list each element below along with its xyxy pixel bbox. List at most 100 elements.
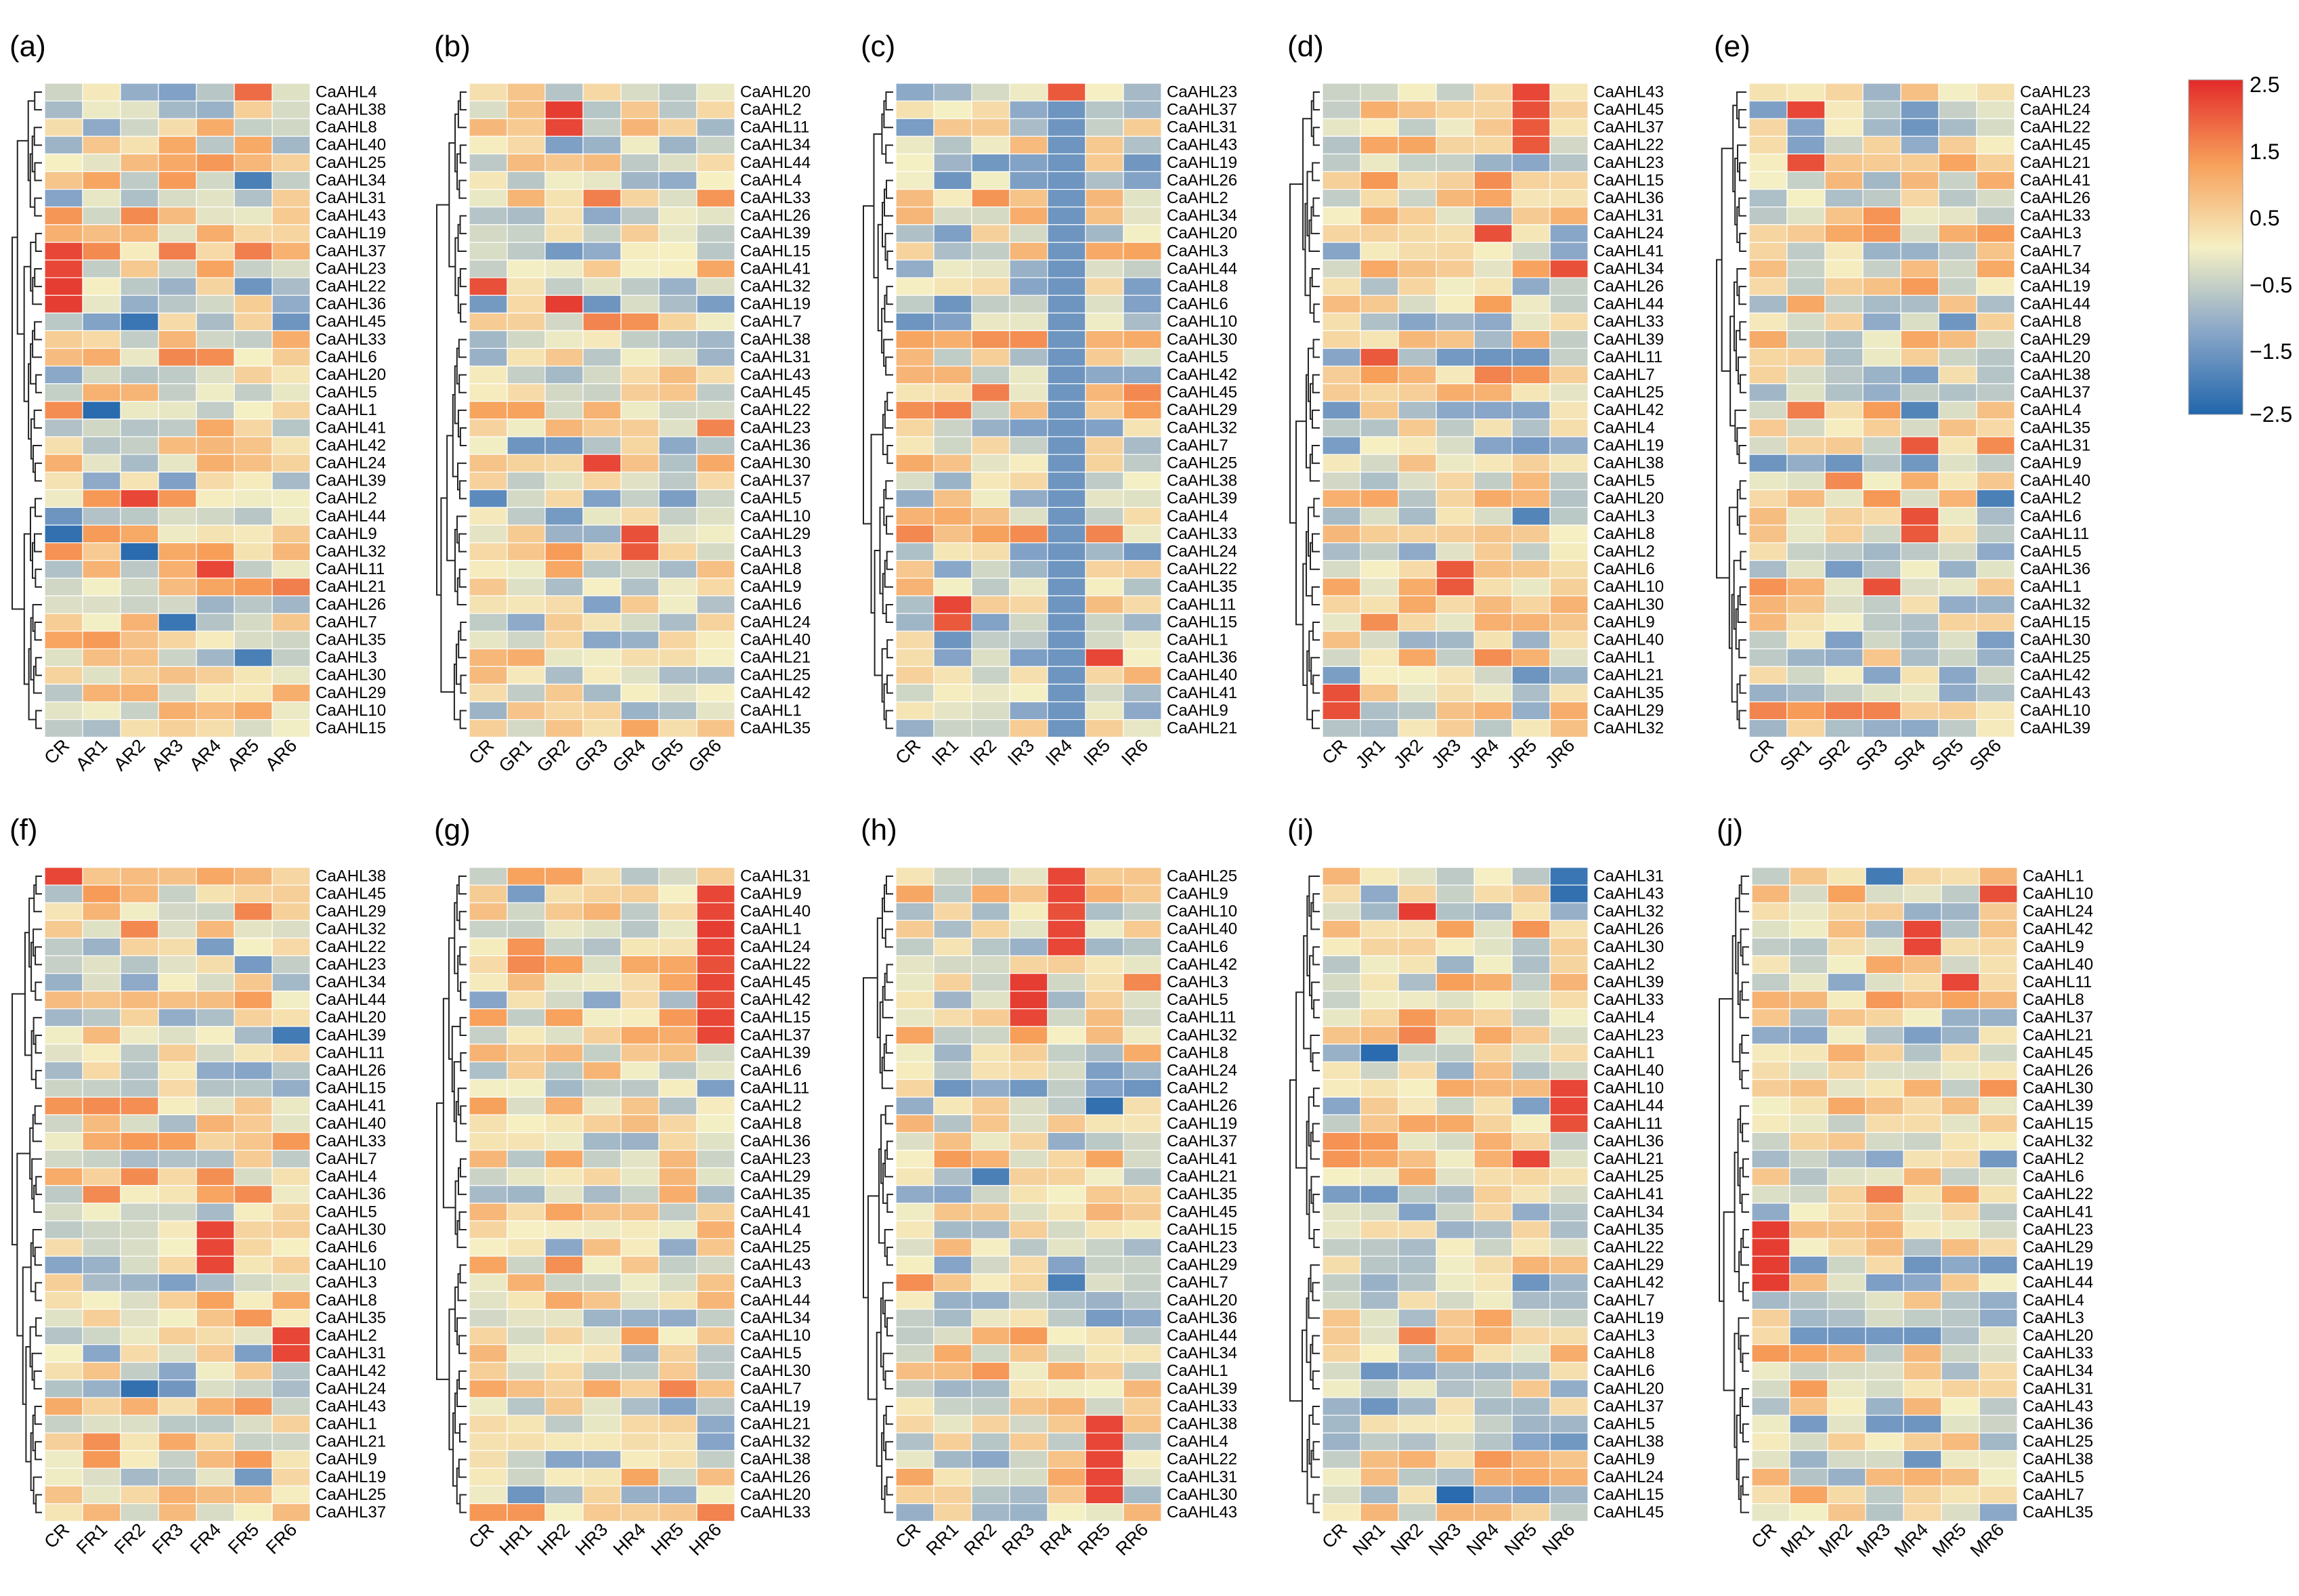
heatmap-cell — [120, 560, 159, 579]
heatmap-cell — [1436, 135, 1475, 155]
row-label: CaAHL20 — [316, 366, 386, 384]
heatmap-cell — [1398, 489, 1437, 508]
heatmap-cell — [44, 295, 83, 314]
heatmap-cell — [696, 613, 735, 632]
heatmap-cell — [1009, 560, 1048, 579]
heatmap-cell — [1123, 937, 1162, 957]
heatmap-cell — [196, 1362, 235, 1381]
column-label: HR3 — [572, 1519, 611, 1559]
heatmap-cell — [1824, 718, 1864, 738]
heatmap-cell — [696, 1308, 735, 1328]
heatmap-cell — [1862, 666, 1901, 685]
heatmap-cell — [1085, 1026, 1124, 1045]
heatmap-cell — [696, 1238, 735, 1257]
row-label: CaAHL20 — [1167, 1291, 1237, 1310]
row-label: CaAHL7 — [316, 613, 377, 631]
heatmap-cell — [1436, 365, 1475, 385]
heatmap-cell — [44, 100, 83, 119]
row-label: CaAHL20 — [2020, 348, 2090, 366]
heatmap-cell — [1938, 471, 1977, 490]
row-label: CaAHL2 — [316, 1327, 377, 1345]
heatmap-cell — [1436, 347, 1475, 367]
heatmap-cell — [507, 1114, 546, 1134]
row-label: CaAHL38 — [740, 330, 811, 349]
heatmap-cell — [582, 1397, 622, 1416]
heatmap-cell — [895, 454, 934, 473]
heatmap-cell — [696, 1291, 735, 1310]
heatmap-cell — [582, 524, 622, 544]
heatmap-cell — [1549, 578, 1589, 597]
heatmap-cell — [620, 1485, 660, 1505]
heatmap-cell — [1322, 524, 1361, 544]
heatmap-cell — [272, 1149, 311, 1169]
heatmap-cell — [44, 224, 83, 243]
row-label: CaAHL6 — [1593, 1362, 1655, 1380]
heatmap-cell — [1903, 1167, 1942, 1186]
heatmap-cell — [120, 506, 159, 526]
heatmap-cell — [1360, 955, 1399, 974]
row-label: CaAHL33 — [1593, 313, 1664, 331]
row-label: CaAHL22 — [1593, 136, 1664, 154]
heatmap-cell — [1827, 991, 1866, 1010]
heatmap-cell — [272, 436, 311, 455]
heatmap-cell — [1824, 578, 1864, 597]
heatmap-cell — [1865, 955, 1904, 974]
heatmap-cell — [933, 207, 972, 225]
heatmap-cell — [933, 189, 972, 208]
heatmap-cell — [44, 1220, 83, 1239]
row-label: CaAHL31 — [2020, 436, 2090, 454]
heatmap-cell — [696, 489, 735, 508]
row-label: CaAHL22 — [1167, 1450, 1237, 1469]
heatmap-cell — [1047, 401, 1086, 420]
heatmap-cell — [234, 1043, 273, 1062]
heatmap-cell — [1398, 683, 1437, 703]
heatmap-cell — [82, 100, 121, 119]
row-label: CaAHL42 — [1167, 366, 1237, 384]
heatmap-cell — [234, 224, 273, 243]
heatmap-cell — [82, 1061, 121, 1080]
heatmap-cell — [82, 937, 121, 957]
heatmap-cell — [1322, 1308, 1361, 1328]
heatmap-cell — [658, 1026, 697, 1045]
heatmap-cell — [582, 207, 622, 225]
heatmap-cell — [1824, 524, 1864, 544]
heatmap-cell — [1751, 1203, 1790, 1222]
heatmap-cell — [582, 1096, 622, 1116]
heatmap-cell — [507, 83, 546, 102]
heatmap-cell — [582, 312, 622, 331]
heatmap-cell — [1862, 630, 1901, 649]
row-label: CaAHL11 — [740, 1079, 809, 1098]
heatmap-cell — [469, 1238, 508, 1257]
heatmap-cell — [1865, 1043, 1904, 1062]
row-label: CaAHL25 — [316, 154, 386, 172]
row-label: CaAHL34 — [2020, 259, 2090, 278]
heatmap-cell — [1511, 207, 1551, 225]
heatmap-cell — [272, 312, 311, 331]
row-label: CaAHL8 — [1167, 1043, 1228, 1062]
heatmap-cell — [44, 955, 83, 974]
heatmap-cell — [44, 171, 83, 190]
heatmap-cell — [1786, 259, 1826, 278]
heatmap-cell — [658, 1043, 697, 1062]
heatmap-cell — [544, 365, 584, 385]
heatmap-cell — [544, 1415, 584, 1433]
heatmap-cell — [933, 578, 972, 597]
heatmap-cell — [658, 489, 697, 508]
row-label: CaAHL43 — [740, 366, 811, 384]
heatmap-cell — [1941, 1026, 1980, 1045]
heatmap-cell — [44, 524, 83, 544]
heatmap-cell — [272, 1079, 311, 1098]
heatmap-cell — [1511, 295, 1551, 314]
heatmap-cell — [196, 383, 235, 402]
heatmap-cell — [1474, 630, 1513, 649]
heatmap-cell — [1862, 454, 1901, 473]
heatmap-cell — [120, 1485, 159, 1505]
column-label: RR5 — [1074, 1519, 1114, 1559]
heatmap-cell — [469, 1273, 508, 1293]
heatmap-cell — [658, 542, 697, 561]
heatmap-cell — [658, 1008, 697, 1027]
heatmap-cell — [1360, 1061, 1399, 1080]
heatmap-cell — [1123, 1167, 1162, 1186]
heatmap-cell — [895, 718, 934, 738]
